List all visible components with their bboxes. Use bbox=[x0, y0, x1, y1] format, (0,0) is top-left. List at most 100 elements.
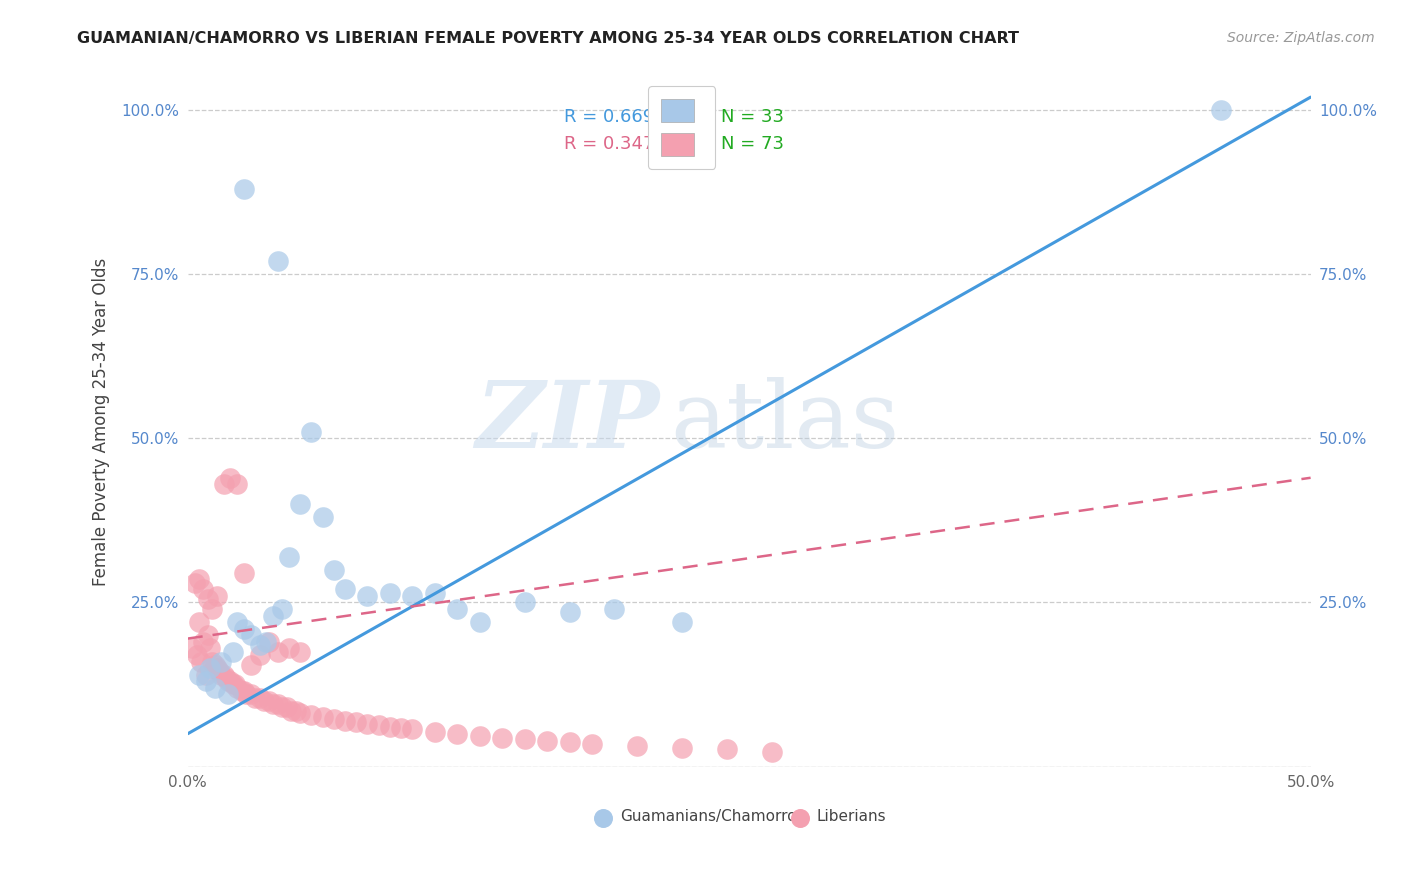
Point bbox=[284, 704, 307, 718]
Text: ZIP: ZIP bbox=[475, 377, 659, 467]
Text: Source: ZipAtlas.com: Source: ZipAtlas.com bbox=[1227, 31, 1375, 45]
Point bbox=[280, 704, 302, 718]
Point bbox=[212, 477, 235, 491]
Point bbox=[356, 589, 378, 603]
Point bbox=[626, 739, 648, 753]
Point bbox=[558, 605, 581, 619]
Point bbox=[211, 655, 233, 669]
Point bbox=[201, 602, 224, 616]
Point bbox=[224, 677, 246, 691]
Point bbox=[446, 602, 468, 616]
Point bbox=[333, 714, 356, 728]
Point bbox=[193, 635, 215, 649]
Point bbox=[389, 722, 412, 736]
Point bbox=[468, 615, 491, 629]
Point bbox=[558, 735, 581, 749]
Point bbox=[257, 635, 280, 649]
Point bbox=[188, 573, 211, 587]
Point bbox=[378, 585, 401, 599]
Point bbox=[581, 737, 603, 751]
Point bbox=[1008, 809, 1031, 823]
Point bbox=[603, 602, 626, 616]
Point bbox=[254, 635, 277, 649]
Point bbox=[226, 681, 249, 695]
Point bbox=[288, 645, 311, 659]
Text: R = 0.669: R = 0.669 bbox=[564, 109, 654, 127]
Point bbox=[217, 687, 239, 701]
Point bbox=[262, 608, 284, 623]
Point bbox=[183, 575, 205, 590]
Point bbox=[513, 731, 536, 746]
Point bbox=[211, 667, 233, 681]
Point bbox=[344, 714, 367, 729]
Point bbox=[446, 727, 468, 741]
Text: N = 33: N = 33 bbox=[721, 109, 785, 127]
Point bbox=[215, 671, 238, 685]
Point bbox=[188, 667, 211, 681]
Point bbox=[200, 661, 222, 675]
Point bbox=[232, 182, 254, 196]
Point bbox=[232, 566, 254, 580]
Point bbox=[243, 690, 266, 705]
Point bbox=[201, 655, 224, 669]
Point bbox=[249, 648, 271, 662]
Point bbox=[181, 641, 204, 656]
Point bbox=[299, 425, 322, 439]
Point bbox=[671, 615, 693, 629]
Point bbox=[536, 734, 558, 748]
Point bbox=[239, 687, 262, 701]
Point bbox=[219, 674, 242, 689]
Point bbox=[322, 712, 344, 726]
Point bbox=[401, 589, 423, 603]
Point bbox=[226, 477, 249, 491]
Point bbox=[277, 641, 299, 656]
Point bbox=[491, 731, 513, 745]
Point bbox=[235, 687, 257, 701]
Point bbox=[468, 729, 491, 743]
Point bbox=[219, 471, 242, 485]
Point bbox=[276, 700, 298, 714]
Point bbox=[266, 697, 288, 711]
Point bbox=[401, 722, 423, 736]
Point bbox=[288, 706, 311, 720]
Point bbox=[311, 710, 333, 724]
Point bbox=[1400, 809, 1406, 823]
Point bbox=[212, 667, 235, 681]
Point bbox=[311, 510, 333, 524]
Point bbox=[194, 674, 217, 689]
Point bbox=[232, 684, 254, 698]
Text: GUAMANIAN/CHAMORRO VS LIBERIAN FEMALE POVERTY AMONG 25-34 YEAR OLDS CORRELATION : GUAMANIAN/CHAMORRO VS LIBERIAN FEMALE PO… bbox=[77, 31, 1019, 46]
Point bbox=[205, 661, 228, 675]
Point bbox=[204, 657, 226, 672]
Point bbox=[204, 681, 226, 695]
Point bbox=[262, 697, 284, 711]
Text: Guamanians/Chamorros: Guamanians/Chamorros bbox=[620, 809, 804, 823]
Point bbox=[299, 708, 322, 723]
Point bbox=[221, 645, 243, 659]
Point bbox=[716, 742, 738, 756]
Point bbox=[253, 694, 276, 708]
Point bbox=[671, 741, 693, 756]
Text: R = 0.347: R = 0.347 bbox=[564, 135, 654, 153]
Point bbox=[271, 602, 294, 616]
Point bbox=[217, 674, 239, 689]
Point bbox=[513, 595, 536, 609]
Point bbox=[378, 720, 401, 734]
Text: Liberians: Liberians bbox=[817, 809, 886, 823]
Point bbox=[277, 549, 299, 564]
Point bbox=[221, 677, 243, 691]
Point bbox=[188, 615, 211, 629]
Point bbox=[356, 717, 378, 731]
Point bbox=[232, 622, 254, 636]
Point bbox=[197, 628, 219, 642]
Point bbox=[194, 667, 217, 681]
Point bbox=[322, 563, 344, 577]
Point bbox=[266, 645, 288, 659]
Point bbox=[423, 585, 446, 599]
Point bbox=[266, 254, 288, 268]
Point bbox=[186, 648, 208, 662]
Point bbox=[239, 657, 262, 672]
Point bbox=[193, 582, 215, 597]
Point bbox=[1209, 103, 1232, 118]
Text: N = 73: N = 73 bbox=[721, 135, 785, 153]
